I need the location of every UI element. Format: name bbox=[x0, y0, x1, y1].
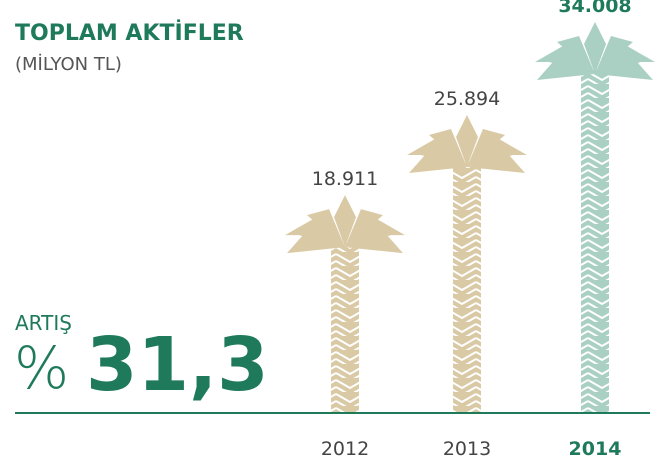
palm-bar bbox=[285, 195, 405, 412]
x-tick-label: 2013 bbox=[443, 438, 491, 460]
annotation-prefix: % bbox=[14, 334, 69, 402]
annotation-value: 31,3 bbox=[86, 322, 269, 408]
chart: TOPLAM AKTİFLER (MİLYON TL) ARTIŞ % 31,3… bbox=[0, 0, 662, 468]
value-label: 25.894 bbox=[434, 88, 500, 110]
chart-subtitle: (MİLYON TL) bbox=[15, 54, 122, 75]
annotation-label: ARTIŞ bbox=[15, 311, 72, 335]
x-tick-label: 2012 bbox=[321, 438, 369, 460]
palm-bar bbox=[535, 22, 655, 412]
chart-title: TOPLAM AKTİFLER bbox=[15, 20, 244, 46]
value-label: 34.008 bbox=[558, 0, 631, 17]
trunk-pattern bbox=[581, 70, 609, 412]
trunk-pattern bbox=[453, 163, 481, 412]
x-tick-label: 2014 bbox=[569, 438, 622, 460]
palm-bar bbox=[407, 115, 527, 412]
value-label: 18.911 bbox=[312, 168, 378, 190]
trunk-pattern bbox=[331, 243, 359, 412]
